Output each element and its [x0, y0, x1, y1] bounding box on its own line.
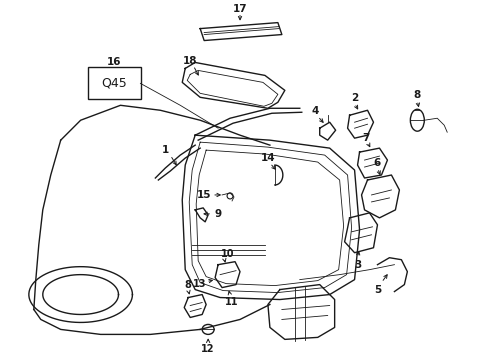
- Text: 7: 7: [362, 133, 369, 143]
- Text: 15: 15: [197, 190, 211, 200]
- Text: 17: 17: [233, 4, 247, 14]
- Text: 10: 10: [221, 249, 235, 259]
- Text: 18: 18: [183, 57, 197, 67]
- Text: 14: 14: [261, 153, 275, 163]
- Text: 16: 16: [107, 58, 122, 67]
- Text: 9: 9: [215, 209, 221, 219]
- Text: 5: 5: [374, 284, 381, 294]
- Text: 6: 6: [374, 158, 381, 168]
- Text: 11: 11: [225, 297, 239, 306]
- Text: 13: 13: [194, 279, 207, 289]
- Text: 3: 3: [354, 260, 361, 270]
- Text: 4: 4: [311, 106, 318, 116]
- Text: 1: 1: [162, 145, 169, 155]
- Text: 8: 8: [414, 90, 421, 100]
- Text: 12: 12: [201, 345, 215, 354]
- Text: Q45: Q45: [101, 77, 127, 90]
- Text: 8: 8: [185, 280, 192, 289]
- Text: 2: 2: [351, 93, 358, 103]
